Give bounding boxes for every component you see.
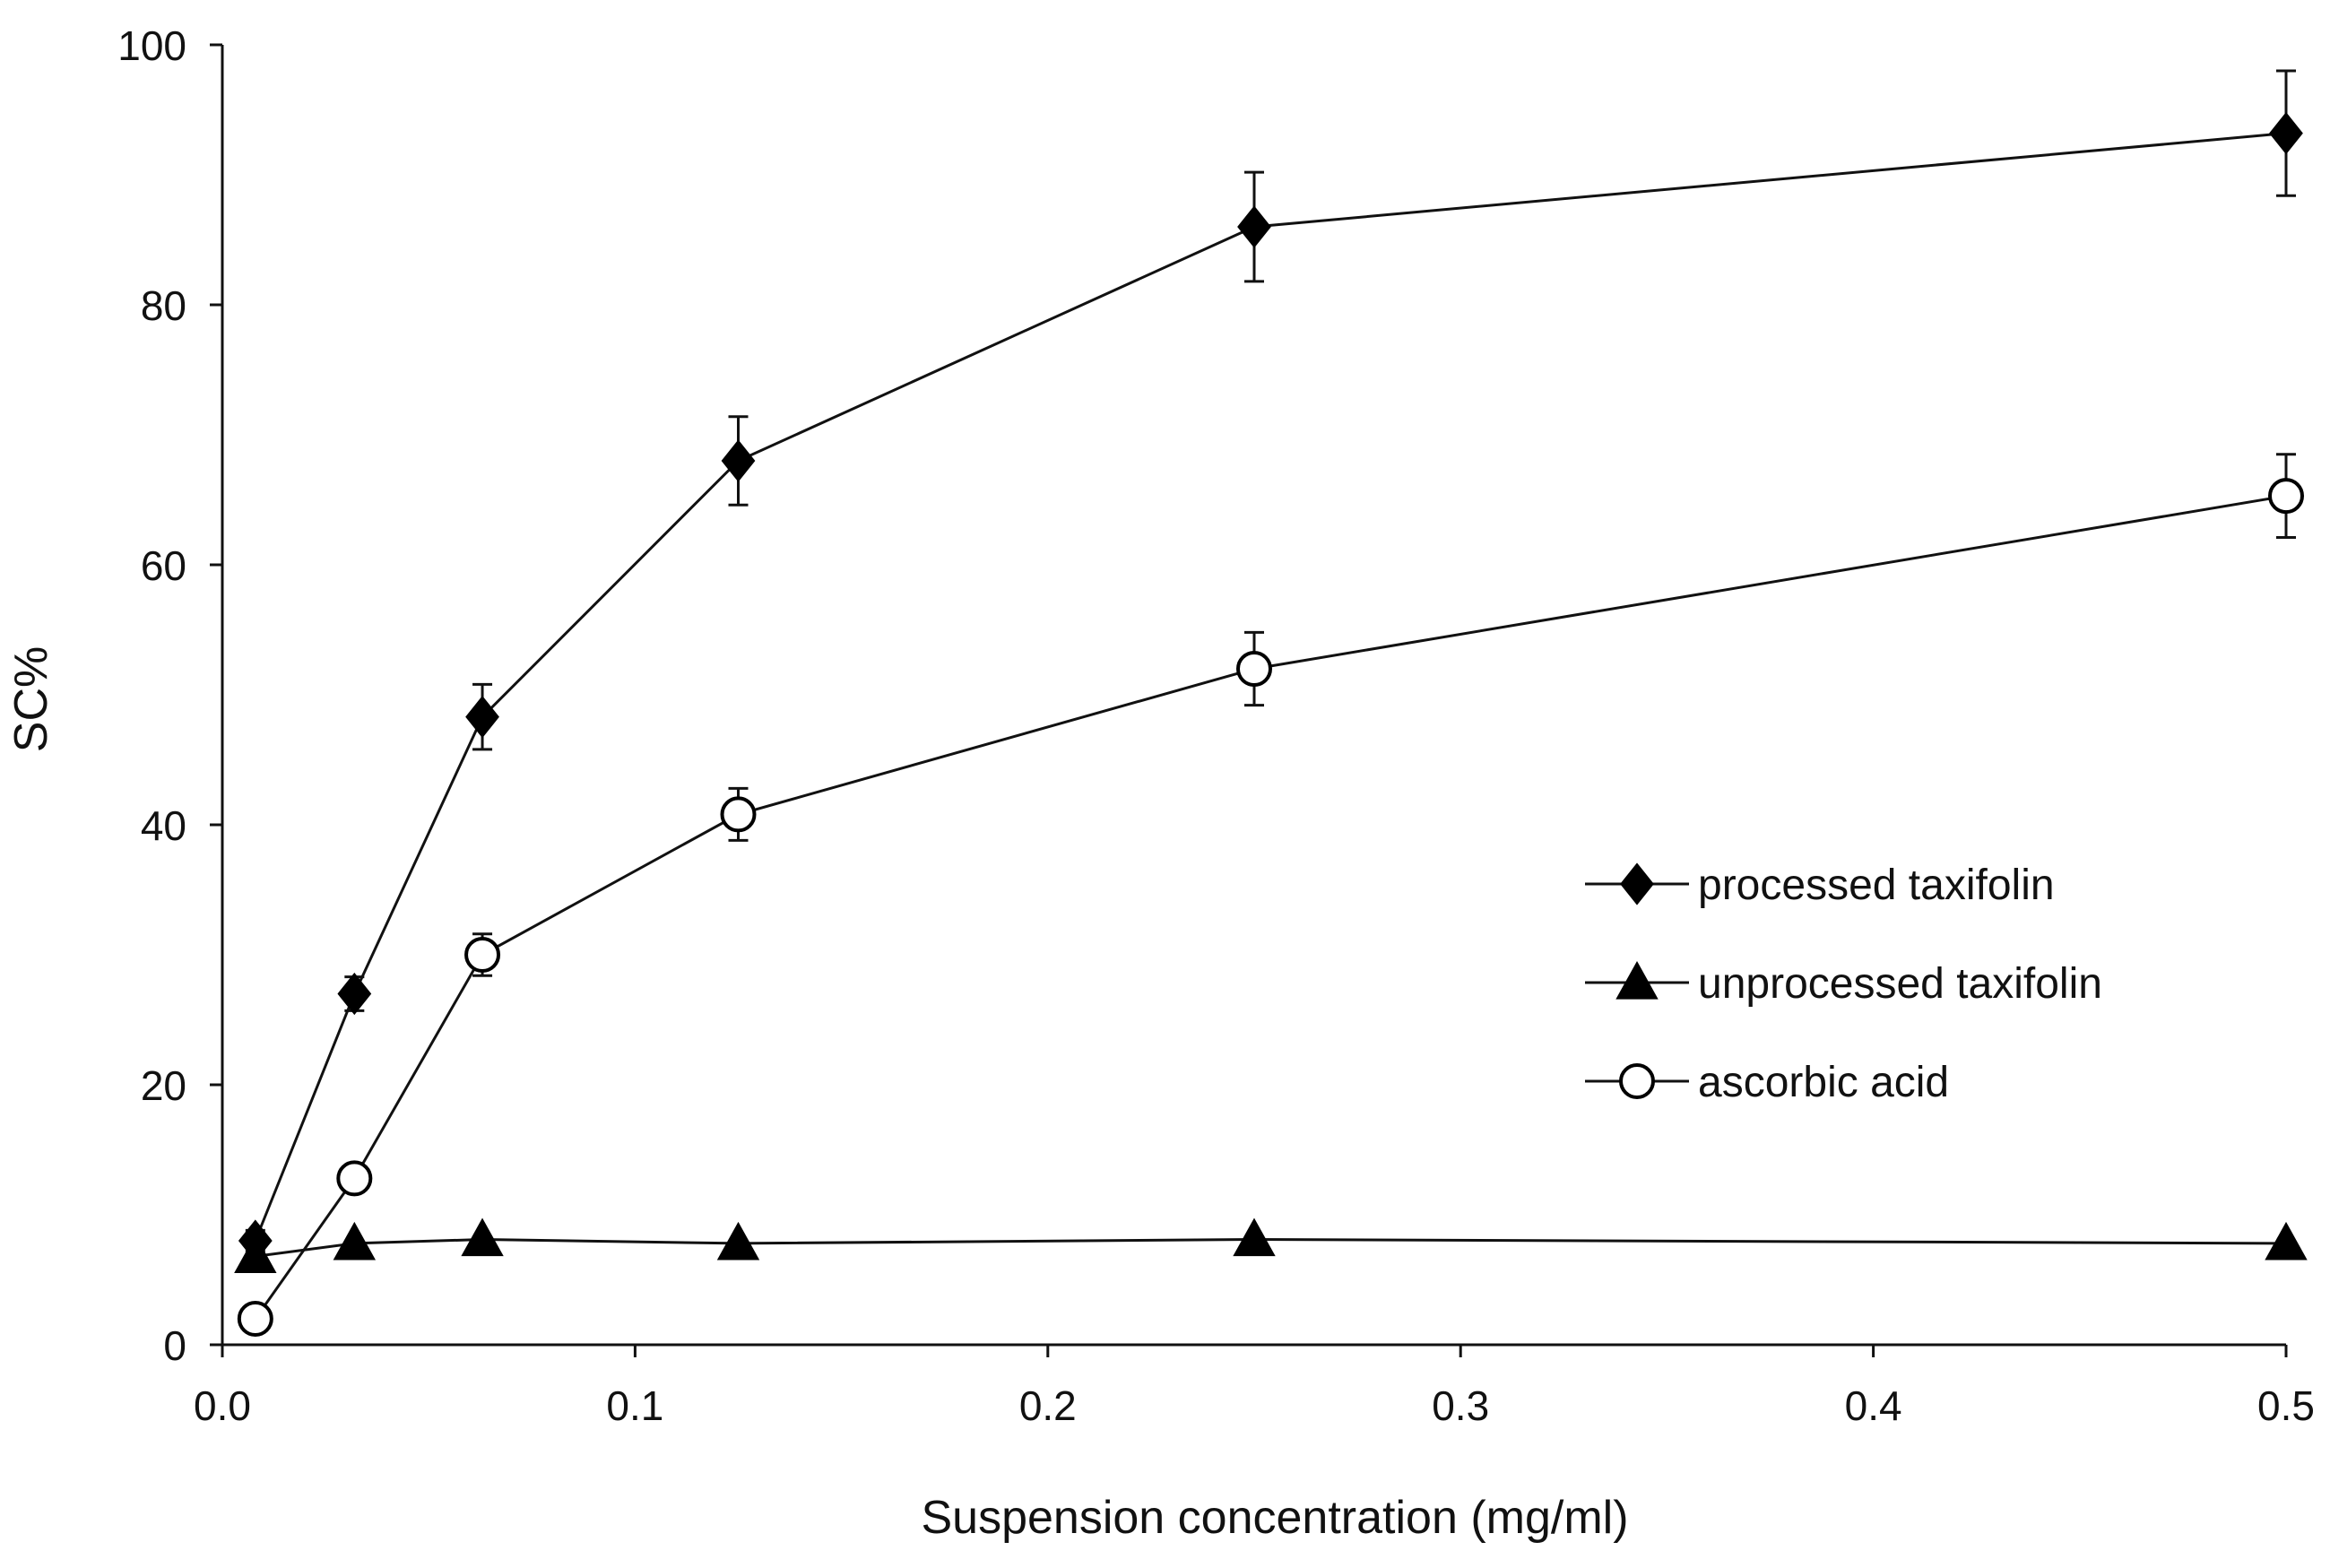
y-tick-label: 20	[141, 1062, 186, 1109]
data-point	[2265, 1221, 2308, 1260]
series-line	[254, 132, 2287, 1242]
series-line	[255, 1238, 2287, 1258]
x-tick-label: 0.1	[606, 1382, 663, 1429]
legend-entry: processed taxifolin	[1585, 862, 2055, 909]
data-point	[1237, 205, 1271, 248]
legend-marker	[1620, 862, 1654, 905]
data-point	[461, 1217, 504, 1257]
data-point	[237, 1301, 273, 1337]
data-point	[716, 1221, 760, 1260]
x-tick-label: 0.3	[1432, 1382, 1489, 1429]
legend-marker	[1619, 1063, 1655, 1099]
data-point	[234, 1234, 277, 1273]
data-point	[333, 1221, 377, 1260]
x-tick-label: 0.0	[194, 1382, 251, 1429]
x-axis-title: Suspension concentration (mg/ml)	[921, 1492, 1628, 1544]
data-point	[464, 937, 501, 973]
x-tick-label: 0.5	[2257, 1382, 2315, 1429]
legend-entry: unprocessed taxifolin	[1585, 960, 2102, 1008]
legend: processed taxifolin unprocessed taxifolin…	[1585, 862, 2102, 1106]
data-point	[1236, 651, 1272, 687]
axes: 0 20 40 60 80 100 0.0 0.1 0.2 0.3 0.4 0.5	[117, 22, 2315, 1429]
series-unprocessed-taxifolin	[234, 1217, 2308, 1273]
y-tick-label: 40	[141, 802, 186, 849]
x-tick-label: 0.4	[1845, 1382, 1902, 1429]
y-tick-label: 60	[141, 542, 186, 589]
series-processed-taxifolin	[238, 69, 2303, 1262]
data-point	[2269, 111, 2303, 155]
y-tick-label: 100	[117, 22, 186, 69]
data-point	[720, 796, 757, 833]
y-axis-title: SC%	[5, 646, 57, 752]
data-point	[2268, 478, 2304, 515]
legend-marker	[1615, 960, 1659, 1000]
legend-label: ascorbic acid	[1698, 1059, 1949, 1106]
data-point	[336, 1160, 373, 1197]
x-tick-label: 0.2	[1019, 1382, 1077, 1429]
legend-label: unprocessed taxifolin	[1698, 960, 2102, 1008]
data-point	[465, 696, 499, 739]
legend-label: processed taxifolin	[1698, 862, 2055, 909]
legend-entry: ascorbic acid	[1585, 1059, 1949, 1106]
plot-area	[234, 69, 2308, 1337]
series-line	[254, 494, 2287, 1320]
y-tick-label: 0	[163, 1322, 186, 1369]
data-point	[337, 972, 372, 1016]
data-point	[1233, 1217, 1276, 1257]
data-point	[721, 439, 756, 482]
y-tick-label: 80	[141, 282, 186, 329]
series-ascorbic-acid	[237, 453, 2304, 1337]
